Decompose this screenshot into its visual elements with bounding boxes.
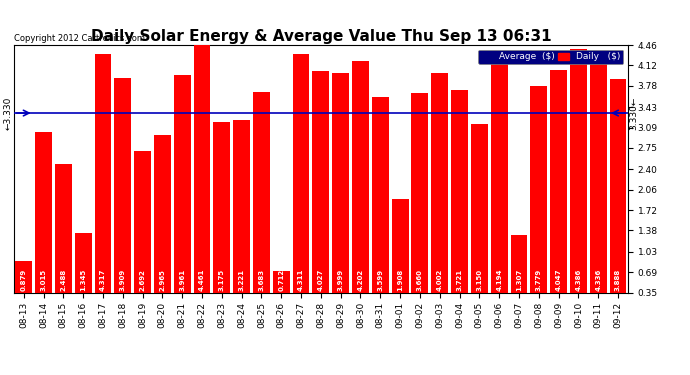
Bar	[134, 152, 151, 314]
Bar	[174, 75, 190, 314]
Text: 0.712: 0.712	[278, 268, 284, 291]
Text: 4.336: 4.336	[595, 268, 601, 291]
Bar	[293, 54, 309, 314]
Bar	[352, 60, 369, 314]
Bar	[115, 78, 131, 314]
Text: 3.330←: 3.330←	[629, 96, 638, 130]
Bar	[590, 53, 607, 314]
Text: 1.345: 1.345	[80, 268, 86, 291]
Text: 2.488: 2.488	[60, 268, 66, 291]
Text: 3.961: 3.961	[179, 268, 185, 291]
Text: 4.202: 4.202	[357, 268, 364, 291]
Bar	[491, 61, 508, 314]
Bar	[194, 45, 210, 314]
Legend: Average  ($), Daily   ($): Average ($), Daily ($)	[478, 50, 623, 64]
Text: 3.721: 3.721	[457, 268, 462, 291]
Title: Daily Solar Energy & Average Value Thu Sep 13 06:31: Daily Solar Energy & Average Value Thu S…	[90, 29, 551, 44]
Bar	[15, 261, 32, 314]
Text: 1.908: 1.908	[397, 268, 403, 291]
Text: 0.879: 0.879	[21, 268, 27, 291]
Text: 4.002: 4.002	[437, 268, 443, 291]
Text: 4.317: 4.317	[100, 268, 106, 291]
Text: 4.194: 4.194	[496, 268, 502, 291]
Text: 2.965: 2.965	[159, 269, 166, 291]
Bar	[550, 70, 567, 314]
Bar	[372, 97, 388, 314]
Bar	[273, 271, 290, 314]
Bar	[154, 135, 171, 314]
Bar	[333, 73, 349, 314]
Bar	[313, 71, 329, 314]
Bar	[35, 132, 52, 314]
Bar	[431, 73, 448, 314]
Text: 3.888: 3.888	[615, 268, 621, 291]
Text: 3.015: 3.015	[41, 268, 46, 291]
Text: 2.692: 2.692	[139, 269, 146, 291]
Text: 4.461: 4.461	[199, 268, 205, 291]
Bar	[471, 124, 488, 314]
Bar	[213, 122, 230, 314]
Text: 3.660: 3.660	[417, 269, 423, 291]
Text: 4.047: 4.047	[555, 268, 562, 291]
Bar	[55, 164, 72, 314]
Text: 3.150: 3.150	[476, 268, 482, 291]
Bar	[411, 93, 428, 314]
Text: 3.909: 3.909	[120, 268, 126, 291]
Bar	[511, 235, 527, 314]
Text: 4.027: 4.027	[318, 268, 324, 291]
Bar	[253, 92, 270, 314]
Bar	[531, 86, 547, 314]
Text: Copyright 2012 Cartronics.com: Copyright 2012 Cartronics.com	[14, 33, 145, 42]
Bar	[451, 90, 468, 314]
Text: 3.599: 3.599	[377, 268, 383, 291]
Bar	[570, 50, 586, 314]
Text: 4.311: 4.311	[298, 268, 304, 291]
Bar	[609, 80, 627, 314]
Bar	[392, 199, 408, 314]
Text: 4.386: 4.386	[575, 268, 582, 291]
Text: 3.683: 3.683	[259, 268, 264, 291]
Text: ←3.330: ←3.330	[4, 96, 13, 130]
Text: 3.999: 3.999	[337, 268, 344, 291]
Text: 1.307: 1.307	[516, 268, 522, 291]
Text: 3.221: 3.221	[239, 269, 245, 291]
Bar	[233, 120, 250, 314]
Text: 3.175: 3.175	[219, 268, 225, 291]
Bar	[75, 232, 92, 314]
Bar	[95, 54, 111, 314]
Text: 3.779: 3.779	[535, 268, 542, 291]
